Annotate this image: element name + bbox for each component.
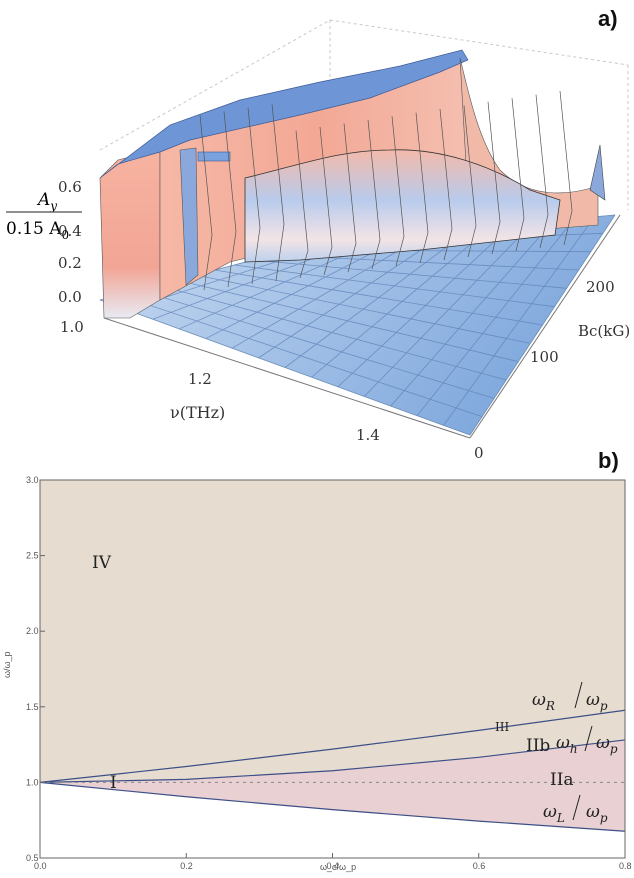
b-axes: 0.0 0.2 0.4 0.6 0.8 0.5 1.0 1.5 2.0 2.5 3.0	[26, 475, 632, 871]
series-line-R	[39, 709, 626, 783]
surface-left-wall	[99, 149, 161, 319]
mesh-line	[391, 116, 405, 267]
mesh-line	[247, 107, 261, 285]
floor-grid-line	[157, 284, 507, 381]
mesh-line	[559, 90, 573, 246]
mesh-line	[511, 98, 525, 252]
mesh-line	[199, 114, 213, 291]
series-line-h	[39, 739, 626, 783]
x-tick-label: 0.2	[180, 861, 193, 871]
region-IV	[40, 480, 625, 832]
region-IIa-label: IIa	[550, 770, 574, 790]
dispersion-chart: 0.0 0.2 0.4 0.6 0.80.51.01.52.02.53.0 IV III…	[2, 475, 632, 872]
a-ylabel-num-sub: y	[49, 199, 57, 213]
series-line-L	[39, 781, 626, 832]
x-tick-label: 0.0	[34, 861, 47, 871]
b-ylabel: ω/ω_p	[2, 651, 12, 678]
a-ztick-200: 200	[586, 278, 615, 296]
region-IIb-label: IIb	[526, 736, 550, 756]
a-xlabel: ν(THz)	[170, 403, 225, 422]
y-tick-label: 1.5	[26, 702, 39, 712]
surface-plot: Ay 0.15 A0 0.6 0.4 0.2 0.0 1.0 1.2 1.4 ν…	[6, 19, 630, 460]
x-tick-label: 0.4	[327, 861, 340, 871]
a-ztick-100: 100	[530, 348, 559, 366]
svg-text:ωh: ωh	[556, 733, 578, 756]
panel-b-label: b)	[598, 448, 619, 473]
b-xlabel: ω_c/ω_p	[320, 862, 356, 872]
curve-label-R: ωR ωp	[532, 681, 608, 713]
svg-text:ωp: ωp	[586, 690, 608, 713]
mesh-line	[367, 119, 381, 270]
mesh-line	[271, 104, 285, 282]
mesh-line	[535, 94, 549, 249]
surface-top-cap	[99, 49, 469, 179]
a-xtick-1.2: 1.2	[188, 370, 212, 388]
mesh-line	[319, 126, 333, 276]
b-lines	[39, 709, 626, 832]
mesh-line	[487, 101, 501, 255]
floor-grid-line	[176, 279, 519, 363]
region-I-label: I	[110, 773, 117, 793]
floor-grid-line	[195, 274, 531, 344]
svg-text:ωp: ωp	[596, 733, 618, 756]
a-ztick-0: 0	[474, 444, 484, 460]
x-tick-label: 0.6	[473, 861, 486, 871]
a-ylabel-den: 0.15 A	[6, 219, 62, 239]
a-xtick-1.0: 1.0	[60, 318, 84, 336]
a-ylabel-num: A	[36, 190, 50, 210]
svg-text:ωL: ωL	[543, 802, 565, 825]
a-ytick-0.6: 0.6	[58, 178, 82, 196]
z-axis-line	[469, 214, 621, 439]
y-tick-label: 0.5	[26, 853, 39, 863]
mesh-line	[463, 105, 477, 258]
a-ylabel: Ay 0.15 A0	[6, 190, 82, 242]
region-III-label: III	[495, 720, 509, 734]
surface-notch	[179, 147, 199, 286]
floor-grid-line	[234, 264, 555, 308]
region-IV-label: IV	[92, 553, 112, 573]
curve-label-L: ωL ωp	[543, 794, 608, 825]
surface-bump	[244, 149, 561, 263]
panel-a-label: a)	[598, 6, 618, 31]
a-ytick-0.2: 0.2	[58, 254, 82, 272]
mesh-line	[439, 108, 453, 261]
y-tick-label: 2.5	[26, 551, 39, 561]
mesh-line	[415, 112, 429, 264]
y-tick-label: 3.0	[26, 475, 39, 485]
surface-mesh-lines	[199, 90, 573, 291]
svg-text:ωR: ωR	[532, 690, 555, 713]
floor-grid-line	[119, 294, 483, 418]
curve-label-h: ωh ωp	[556, 725, 618, 756]
b-regions	[40, 480, 625, 858]
a-zlabel: Bc(kG)	[578, 322, 630, 340]
x-axis-line	[103, 317, 471, 439]
floor-grid-line	[138, 289, 495, 399]
svg-text:0.15 A0: 0.15 A0	[6, 219, 69, 242]
mesh-line	[223, 111, 237, 288]
region-II	[40, 739, 625, 832]
y-tick-label: 1.0	[26, 777, 39, 787]
x-tick-label: 0.8	[619, 861, 632, 871]
y-tick-label: 2.0	[26, 626, 39, 636]
mesh-line	[295, 130, 309, 279]
floor-grid-line	[99, 299, 471, 436]
svg-text:ωp: ωp	[586, 802, 608, 825]
a-ylabel-den-sub: 0	[62, 228, 70, 242]
svg-text:Ay: Ay	[36, 190, 57, 213]
floor-grid-line	[214, 269, 543, 326]
a-xtick-1.4: 1.4	[356, 426, 380, 444]
a-ytick-0.0: 0.0	[58, 288, 82, 306]
surface-end-spike	[589, 144, 606, 201]
floor-grid-line	[253, 259, 567, 289]
surface-small-plateau	[197, 151, 231, 162]
mesh-line	[343, 123, 357, 273]
a-ytick-0.4: 0.4	[58, 222, 82, 240]
